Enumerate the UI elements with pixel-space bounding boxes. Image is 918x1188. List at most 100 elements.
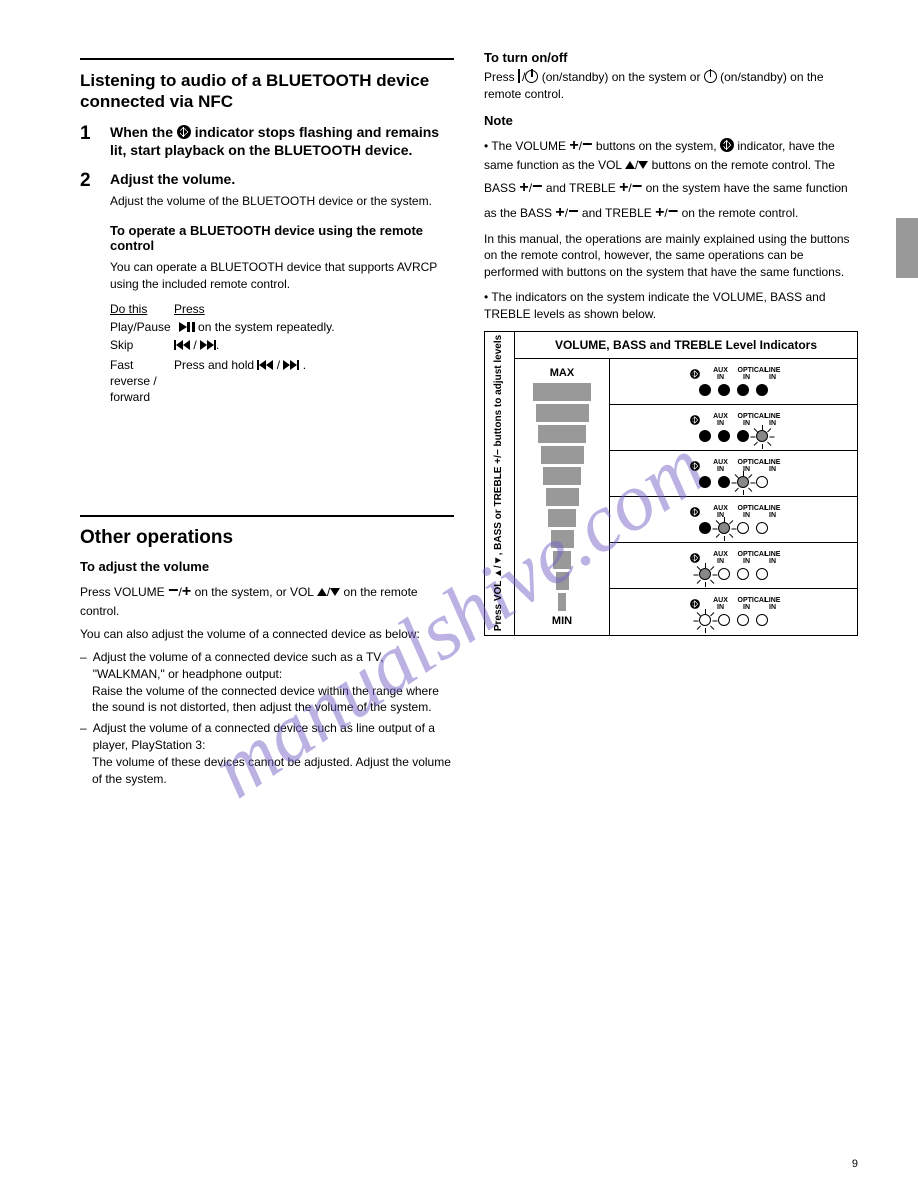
wedge-bar [548, 509, 576, 527]
op-skip-label: Skip [110, 337, 166, 354]
other-operations-title: Other operations [80, 527, 454, 549]
adjust-volume-text: Press VOLUME −/+ on the system, or VOL /… [80, 578, 454, 620]
indicator-row: AUX INOPTICAL INLINE IN [610, 589, 857, 634]
skip-back-icon [174, 338, 190, 354]
led-indicator [699, 384, 711, 396]
skip-back-icon [257, 358, 273, 374]
note-indicators: • The indicators on the system indicate … [484, 289, 858, 323]
up-icon [625, 161, 635, 169]
vn-0: Adjust the volume of a connected device … [93, 649, 454, 683]
led-indicator [718, 430, 730, 442]
level-indicator-diagram: Press VOL ▲/▼, BASS or TREBLE +/− button… [484, 331, 858, 636]
wedge-bar [553, 551, 571, 569]
op-ffrw-press: Press and hold / . [174, 357, 454, 406]
indicator-column: AUX INOPTICAL INLINE INAUX INOPTICAL INL… [610, 359, 857, 635]
indicator-row: AUX INOPTICAL INLINE IN [610, 451, 857, 497]
divider [80, 58, 454, 60]
op-row-ffrw: Fast reverse / forward Press and hold / … [110, 357, 454, 406]
wedge-bar [536, 404, 589, 422]
led-indicator [699, 430, 711, 442]
skip-fwd-icon [283, 358, 299, 374]
diagram-side: Press VOL ▲/▼, BASS or TREBLE +/− button… [485, 332, 515, 635]
wedge-bar [546, 488, 579, 506]
power-icon [525, 70, 538, 83]
op1-text: on the system repeatedly. [198, 320, 335, 334]
step-2-head: Adjust the volume. [110, 171, 235, 187]
pause-icon [187, 322, 195, 332]
volume-note-block: –Adjust the volume of a connected device… [80, 649, 454, 787]
op-row-skip: Skip / . [110, 337, 454, 354]
adjust-volume-note: You can also adjust the volume of a conn… [80, 626, 454, 643]
vn-3: The volume of these devices cannot be ad… [92, 754, 454, 788]
led-indicator [718, 568, 730, 580]
led-indicator [718, 476, 730, 488]
note-body: • The VOLUME +/− buttons on the system, … [484, 132, 858, 225]
vol-t2: on the system, or VOL [195, 585, 317, 599]
led-indicator [737, 430, 749, 442]
vn-1: Raise the volume of the connected device… [92, 683, 454, 717]
step-2: 2 Adjust the volume. Adjust the volume o… [80, 170, 454, 209]
diagram-title: VOLUME, BASS and TREBLE Level Indicators [515, 332, 857, 359]
note-tail: In this manual, the operations are mainl… [484, 231, 858, 281]
led-indicator [699, 614, 711, 626]
wedge-column: MAX MIN [515, 359, 610, 635]
wedge-bar [551, 530, 574, 548]
onoff-text: Press / (on/standby) on the system or (o… [484, 69, 858, 103]
n-8: on the remote control. [682, 206, 799, 220]
step-2-text: Adjust the volume. Adjust the volume of … [110, 170, 432, 209]
ops-col-do: Do this [110, 301, 166, 317]
n-2: buttons on the system, [596, 139, 720, 153]
left-column: Listening to audio of a BLUETOOTH device… [80, 50, 454, 787]
play-icon [179, 322, 187, 332]
op2-sep: / [193, 338, 200, 352]
led-indicator [699, 522, 711, 534]
n-5: and TREBLE [546, 181, 619, 195]
op-playpause-press: on the system repeatedly. [179, 319, 454, 335]
step-1-text: When the indicator stops flashing and re… [110, 123, 454, 161]
wedge-bar [543, 467, 581, 485]
n-1: The VOLUME [491, 139, 569, 153]
adjust-volume-title: To adjust the volume [80, 559, 454, 574]
n-7: and TREBLE [582, 206, 655, 220]
led-indicator [737, 568, 749, 580]
op-skip-press: / . [174, 337, 454, 354]
step-number: 1 [80, 123, 100, 161]
wedge-bar [558, 593, 566, 611]
led-indicator [756, 430, 768, 442]
step-number: 2 [80, 170, 100, 209]
op-playpause-label: Play/Pause [110, 319, 171, 335]
remote-ops-title: To operate a BLUETOOTH device using the … [110, 223, 454, 253]
op3-b: / [277, 358, 284, 372]
led-indicator [756, 614, 768, 626]
bar-icon [518, 69, 520, 83]
led-indicator [756, 476, 768, 488]
note-label: Note [484, 113, 858, 128]
indicator-row: AUX INOPTICAL INLINE IN [610, 497, 857, 543]
bluetooth-icon [177, 125, 191, 139]
vn-2: Adjust the volume of a connected device … [93, 720, 454, 754]
wedge-bar [538, 425, 586, 443]
ops-col-press: Press [174, 301, 454, 317]
indicator-row: AUX INOPTICAL INLINE IN [610, 359, 857, 405]
right-column: To turn on/off Press / (on/standby) on t… [484, 50, 858, 787]
onoff-title: To turn on/off [484, 50, 858, 65]
wedge-bar [541, 446, 584, 464]
diagram-side-text: Press VOL ▲/▼, BASS or TREBLE +/− button… [494, 335, 506, 631]
op-row-playpause: Play/Pause on the system repeatedly. [110, 319, 454, 335]
up-icon [317, 588, 327, 596]
led-indicator [756, 384, 768, 396]
oo-a: Press [484, 70, 518, 84]
max-label: MAX [550, 367, 574, 379]
op3-a: Press and hold [174, 358, 257, 372]
step-1: 1 When the indicator stops flashing and … [80, 123, 454, 161]
oo-b: (on/standby) on the system or [542, 70, 704, 84]
bluetooth-icon [720, 138, 734, 152]
led-indicator [737, 522, 749, 534]
led-indicator [718, 384, 730, 396]
op-ffrw-label: Fast reverse / forward [110, 357, 166, 406]
led-indicator [718, 614, 730, 626]
led-indicator [756, 522, 768, 534]
led-indicator [718, 522, 730, 534]
down-icon [330, 588, 340, 596]
remote-ops-intro: You can operate a BLUETOOTH device that … [110, 259, 454, 293]
